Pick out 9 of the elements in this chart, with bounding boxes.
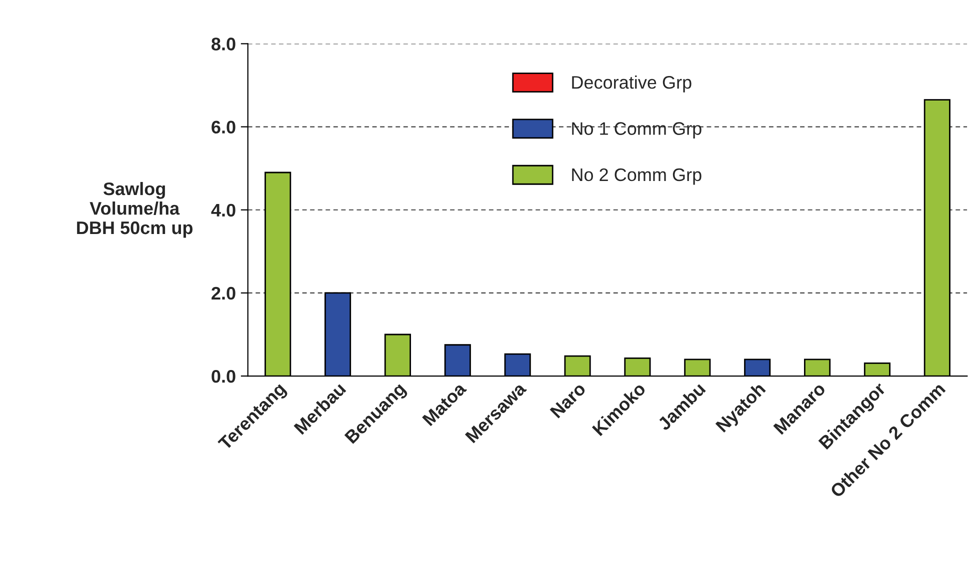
legend-label: Decorative Grp xyxy=(572,76,692,92)
legend-label: No 2 Comm Grp xyxy=(572,168,702,185)
legend-label: No 1 Comm Grp xyxy=(572,122,702,139)
y-tick-label: 0.0 xyxy=(212,370,236,383)
y-axis-title: Sawlog Volume/ha DBH 50cm up xyxy=(77,182,193,238)
y-tick-label: 2.0 xyxy=(212,286,236,300)
y-tick-label: 6.0 xyxy=(212,120,236,134)
y-tick-label: 4.0 xyxy=(211,204,236,217)
y-tick-label: 8.0 xyxy=(212,38,236,50)
